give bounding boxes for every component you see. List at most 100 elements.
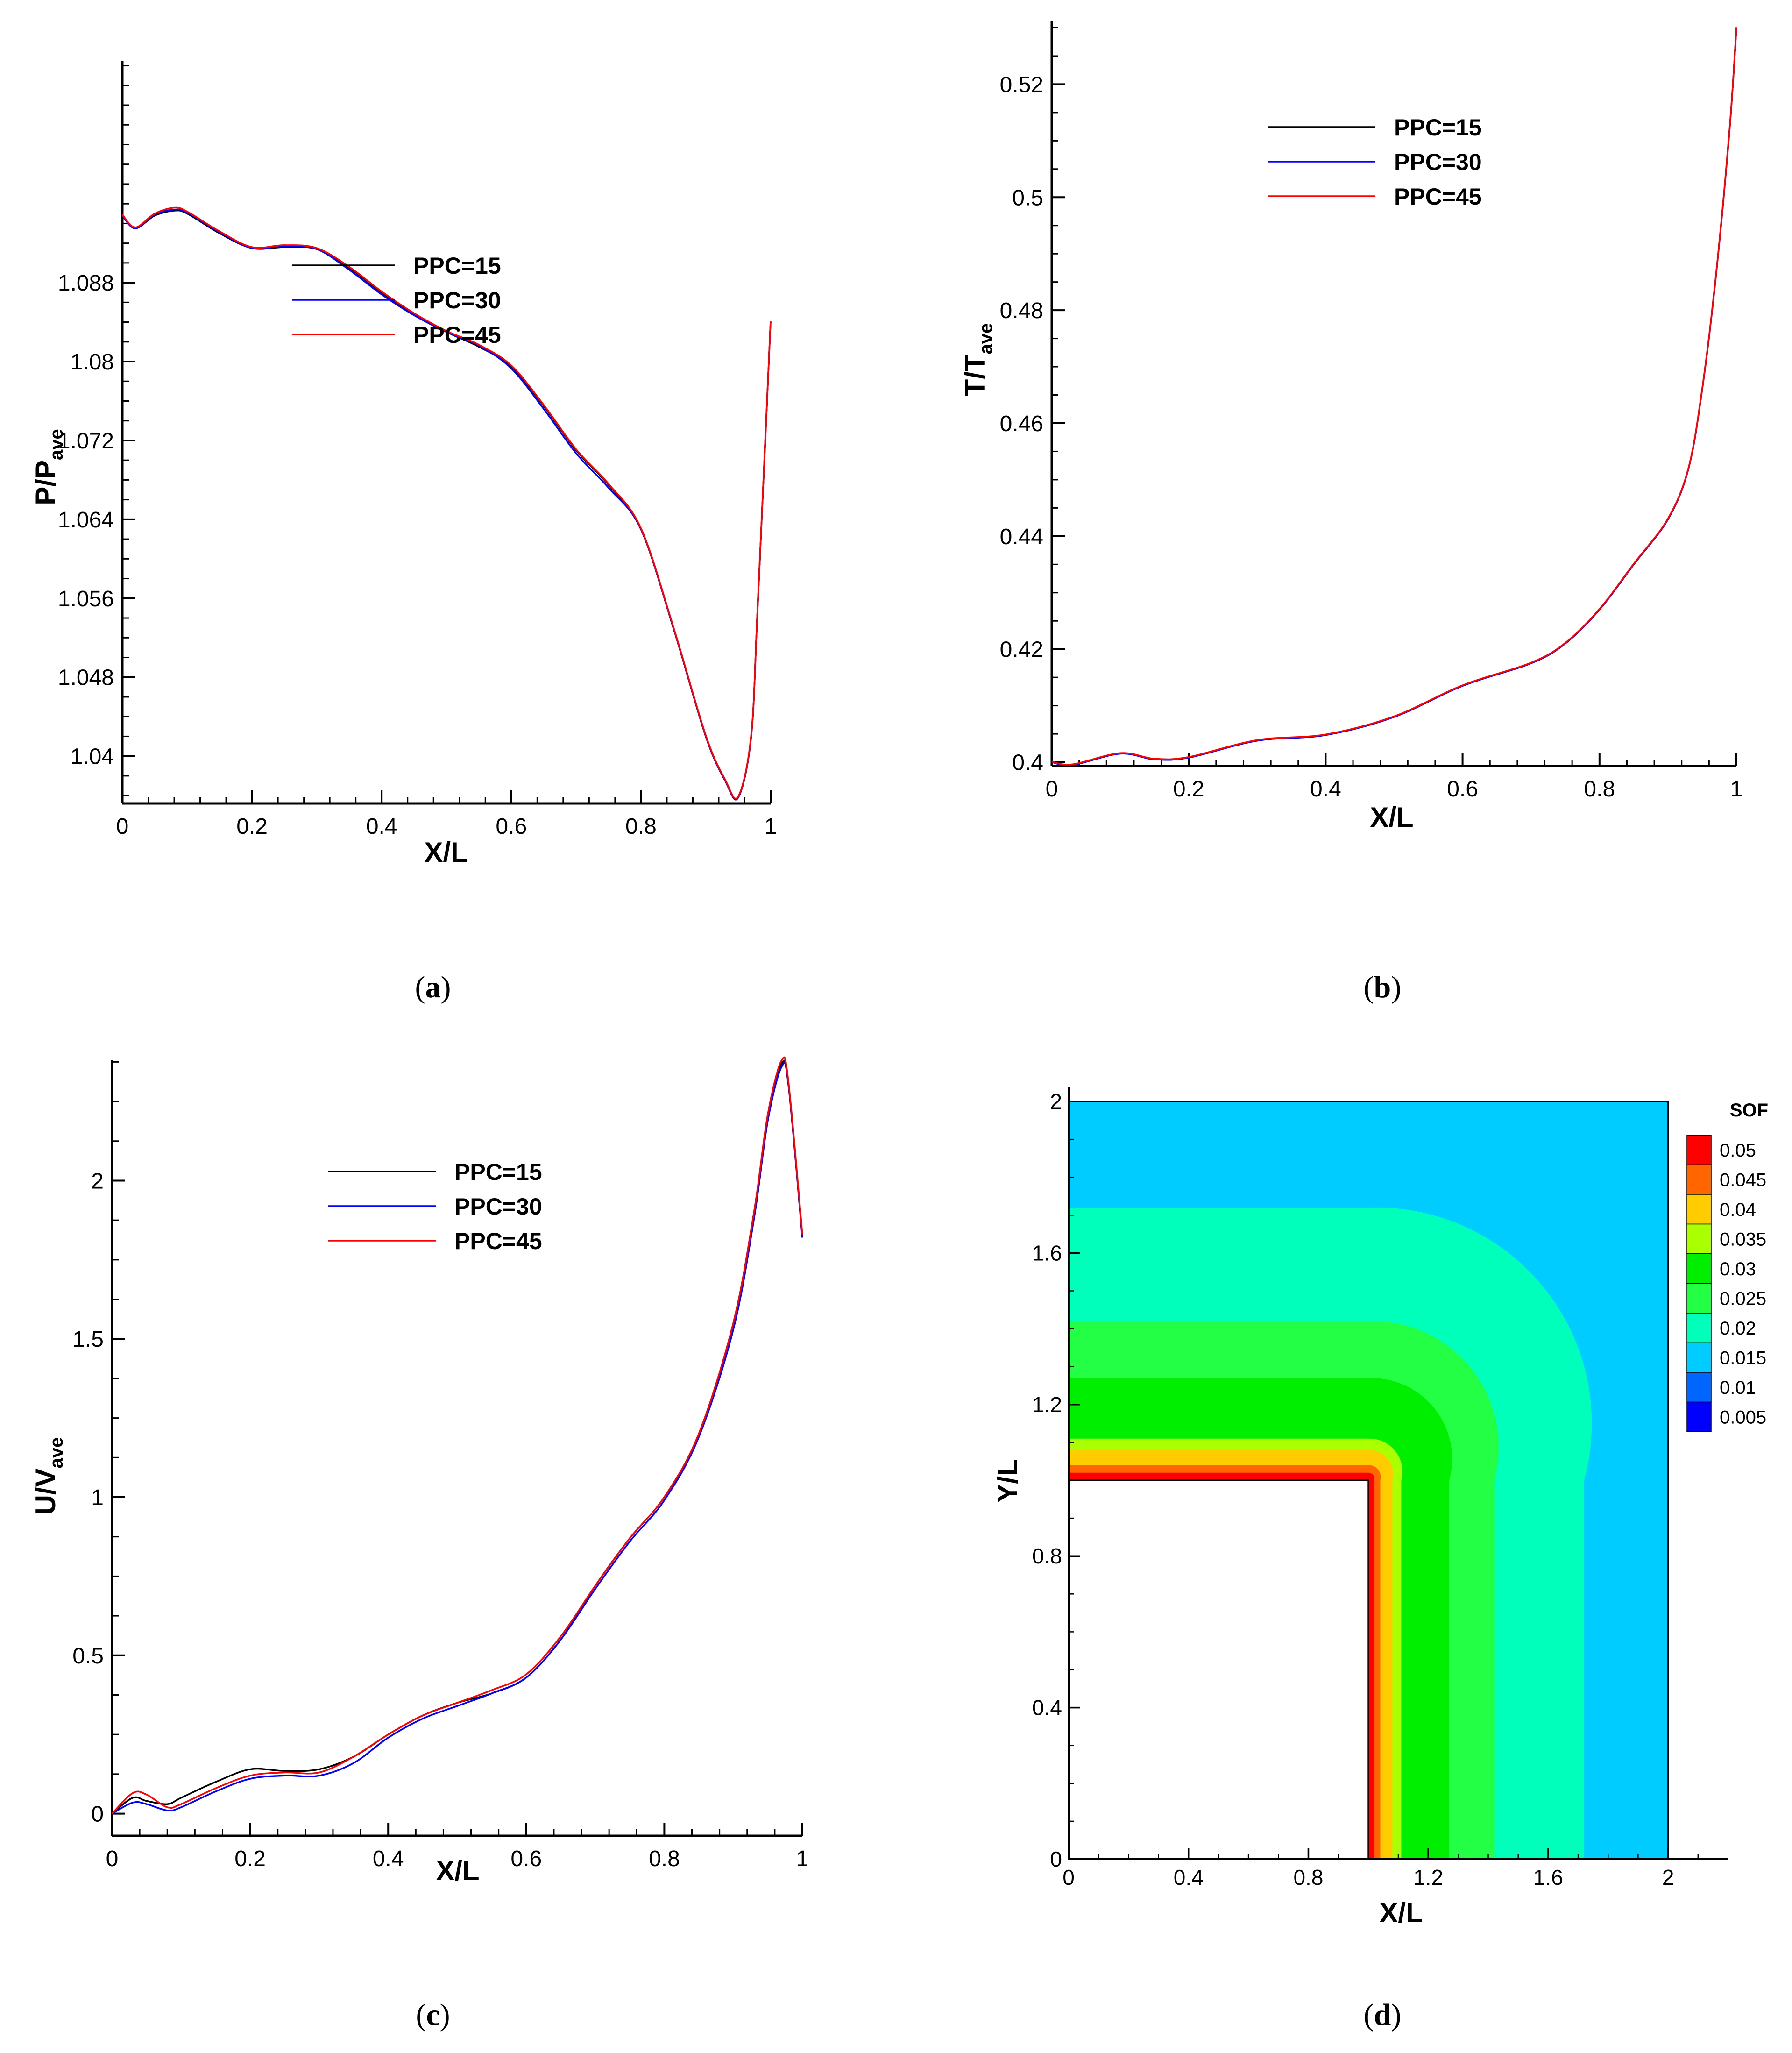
panel-c-x-tick-label: 0 (106, 1847, 119, 1871)
panel-d-legend-label-0.035: 0.035 (1720, 1229, 1766, 1250)
panel-a-x-tick-label: 0.2 (236, 814, 268, 839)
panel-d-y-tick-label: 0.8 (1032, 1544, 1062, 1568)
panel-a-x-tick-label: 0.6 (496, 814, 527, 839)
panel-d-legend-swatch-0.04 (1686, 1194, 1712, 1225)
panel-c-ylabel: U/Vave (30, 1437, 67, 1515)
panel-b-y-tick-label: 0.48 (1000, 298, 1043, 323)
panel-d-legend-title: SOF (1730, 1100, 1768, 1121)
panel-b-ylabel-main: T/T (959, 354, 991, 396)
panel-a-legend-label-3: PPC=45 (413, 322, 501, 348)
panel-d-plot: 0 0.4 0.8 1.2 1.6 2 0 0.4 0.8 1.2 1.6 2 0.05 0.045 0.0… (1032, 1087, 1766, 1890)
panel-a-series-ppc45 (121, 206, 772, 800)
panel-c-x-tick-label: 0.4 (373, 1847, 404, 1871)
panel-c-x-tick-label: 0.2 (234, 1847, 266, 1871)
panel-d-x-tick-label: 0.4 (1174, 1865, 1204, 1890)
panel-c-y-tick-label: 0 (91, 1802, 104, 1827)
panel-d-y-tick-label: 1.6 (1032, 1241, 1062, 1265)
panel-b-legend-label-2: PPC=30 (1394, 149, 1482, 175)
panel-d-caption-letter: d (1374, 1998, 1391, 2032)
panel-d-ylabel: Y/L (992, 1459, 1023, 1502)
panel-c-caption: (c) (416, 1998, 450, 2032)
panel-d-caption: (d) (1364, 1998, 1402, 2032)
panel-d-y-tick-label: 0 (1050, 1847, 1062, 1871)
panel-a-plot: 0 0.2 0.4 0.6 0.8 1 1.04 1.048 1.056 1.064 1.072 1.… (58, 61, 777, 839)
panel-d-legend-label-0.05: 0.05 (1720, 1140, 1756, 1161)
panel-a-ylabel: P/Pave (30, 429, 67, 505)
panel-c-ylabel-main: U/V (30, 1468, 61, 1515)
panel-b-ylabel: T/Tave (959, 323, 996, 397)
panel-d-legend-swatch-0.005 (1686, 1401, 1712, 1432)
panel-d-legend-label-0.045: 0.045 (1720, 1170, 1766, 1190)
panel-b-x-tick-label: 0.6 (1447, 777, 1478, 802)
panel-a-x-tick-label: 1 (765, 814, 777, 839)
panel-b-x-tick-label: 0.2 (1173, 777, 1204, 802)
panel-b: 0 0.2 0.4 0.6 0.8 1 0.4 0.42 0.44 0.46 0.48 0.5 0.52… (959, 21, 1742, 1004)
panel-c-y-tick-label: 2 (91, 1169, 104, 1193)
panel-b-y-tick-label: 0.4 (1012, 751, 1043, 775)
panel-d: 0 0.4 0.8 1.2 1.6 2 0 0.4 0.8 1.2 1.6 2 0.05 0.045 0.0… (992, 1087, 1768, 2032)
panel-b-x-tick-label: 0 (1046, 777, 1058, 802)
panel-b-y-tick-label: 0.44 (1000, 525, 1043, 549)
panel-b-y-tick-label: 0.5 (1012, 185, 1043, 210)
panel-c-xlabel: X/L (436, 1855, 479, 1886)
panel-d-x-tick-label: 1.6 (1533, 1865, 1563, 1890)
panel-c-ylabel-sub: ave (46, 1437, 67, 1469)
panel-b-y-tick-label: 0.46 (1000, 412, 1043, 436)
panel-d-legend-label-0.04: 0.04 (1720, 1200, 1756, 1220)
panel-d-y-tick-label: 1.2 (1032, 1392, 1062, 1417)
panel-c-y-tick-label: 1.5 (72, 1327, 104, 1352)
panel-d-y-tick-label: 0.4 (1032, 1696, 1062, 1720)
panel-d-legend-swatch-0.03 (1686, 1253, 1712, 1284)
panel-d-x-tick-label: 2 (1662, 1865, 1674, 1890)
panel-d-legend-label-0.02: 0.02 (1720, 1318, 1756, 1339)
panel-b-series-ppc45 (1051, 27, 1737, 766)
panel-d-legend-swatch-0.01 (1686, 1372, 1712, 1403)
panel-b-x-tick-label: 0.4 (1310, 777, 1341, 802)
panel-d-x-tick-label: 1.2 (1413, 1865, 1443, 1890)
panel-c-legend-label-3: PPC=45 (454, 1228, 542, 1254)
panel-c-plot: 0 0.2 0.4 0.6 0.8 1 0 0.5 1 1.5 2 PPC=15 PPC=30 PPC=4… (72, 1056, 809, 1871)
panel-a-y-tick-label: 1.064 (58, 508, 114, 533)
panel-d-legend-swatch-0.045 (1686, 1164, 1712, 1195)
panel-a-x-tick-label: 0.8 (625, 814, 657, 839)
panel-c: 0 0.2 0.4 0.6 0.8 1 0 0.5 1 1.5 2 PPC=15 PPC=30 PPC=4… (30, 1056, 809, 2032)
panel-a-ylabel-sub: ave (46, 429, 67, 460)
panel-c-x-tick-label: 0.8 (649, 1847, 680, 1871)
panel-c-x-tick-label: 0.6 (510, 1847, 542, 1871)
panel-d-legend-swatch-0.015 (1686, 1342, 1712, 1373)
panel-d-legend-swatch-0.02 (1686, 1313, 1712, 1343)
panel-b-legend-label-1: PPC=15 (1394, 114, 1482, 141)
panel-a: 0 0.2 0.4 0.6 0.8 1 1.04 1.048 1.056 1.064 1.072 1.… (30, 61, 777, 1004)
panel-a-y-tick-label: 1.088 (58, 271, 114, 296)
panel-b-legend-label-3: PPC=45 (1394, 184, 1482, 210)
panel-a-y-tick-label: 1.056 (58, 587, 114, 611)
panel-d-legend-label-0.015: 0.015 (1720, 1348, 1766, 1368)
panel-a-legend-label-1: PPC=15 (413, 253, 501, 279)
panel-c-x-tick-label: 1 (796, 1847, 809, 1871)
panel-c-legend-label-1: PPC=15 (454, 1159, 542, 1185)
panel-b-x-tick-label: 1 (1730, 777, 1743, 802)
panel-c-caption-letter: c (426, 1998, 439, 2032)
panel-a-y-tick-label: 1.08 (71, 350, 114, 375)
panel-d-legend-swatch-0.035 (1686, 1223, 1712, 1254)
panel-d-y-tick-label: 2 (1050, 1089, 1062, 1114)
panel-b-plot: 0 0.2 0.4 0.6 0.8 1 0.4 0.42 0.44 0.46 0.48 0.5 0.52… (1000, 21, 1743, 802)
panel-a-caption-letter: a (425, 970, 441, 1004)
panel-b-y-tick-label: 0.52 (1000, 72, 1043, 97)
panel-d-x-tick-label: 0 (1062, 1865, 1075, 1890)
panel-d-legend-label-0.025: 0.025 (1720, 1288, 1766, 1309)
panel-d-x-tick-label: 0.8 (1293, 1865, 1323, 1890)
panel-b-y-tick-label: 0.42 (1000, 638, 1043, 662)
panel-a-y-tick-label: 1.048 (58, 666, 114, 690)
panel-c-y-tick-label: 0.5 (72, 1644, 104, 1669)
panel-d-legend-label-0.03: 0.03 (1720, 1259, 1756, 1279)
panel-a-y-tick-label: 1.04 (71, 745, 114, 769)
panel-b-x-tick-label: 0.8 (1584, 777, 1615, 802)
panel-a-ylabel-main: P/P (30, 460, 61, 505)
panel-d-solid-block (1068, 1479, 1369, 1860)
panel-d-legend-label-0.005: 0.005 (1720, 1407, 1766, 1428)
panel-a-xlabel: X/L (424, 837, 467, 868)
panel-c-series-ppc45 (111, 1056, 803, 1814)
panel-a-caption: (a) (415, 970, 451, 1004)
